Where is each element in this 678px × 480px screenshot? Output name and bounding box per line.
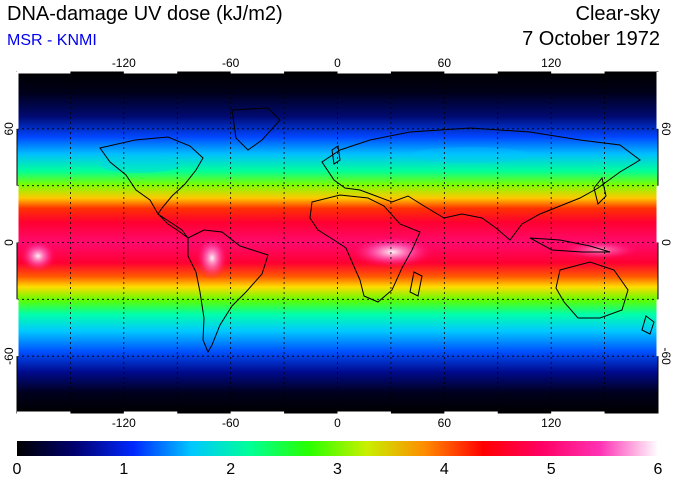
colorbar-labels: 0 1 2 3 4 5 6 <box>13 461 663 478</box>
lat-label: 0 <box>659 239 673 246</box>
lon-labels-top: -120 -60 0 60 120 <box>112 56 562 70</box>
lat-label: -60 <box>659 347 673 365</box>
japan-coast <box>593 176 607 205</box>
lon-label: 0 <box>334 416 341 430</box>
lon-label: 0 <box>334 56 341 70</box>
uv-hotspots <box>20 147 640 280</box>
source-label: MSR - KNMI <box>7 32 97 49</box>
greenland-coast <box>231 107 281 151</box>
south-america-coast <box>187 229 269 354</box>
lat-label: 0 <box>2 239 16 246</box>
colorbar-tick-label: 0 <box>13 461 22 478</box>
colorbar-tick-label: 1 <box>119 461 128 478</box>
graticule <box>17 72 658 413</box>
lat-label: 60 <box>659 122 673 136</box>
north-america-coast <box>99 136 204 239</box>
date-label: 7 October 1972 <box>522 28 660 50</box>
colorbar-tick-label: 5 <box>547 461 556 478</box>
lon-label: -120 <box>112 56 136 70</box>
australia-coast <box>555 261 629 319</box>
colorbar <box>17 441 658 456</box>
lon-label: -120 <box>112 416 136 430</box>
africa-coast <box>309 194 421 303</box>
lon-label: 120 <box>541 56 561 70</box>
indonesia-coast <box>529 237 611 253</box>
uk-coast <box>331 145 341 165</box>
lat-labels-right: 60 0 -60 <box>659 122 673 365</box>
lon-label: -60 <box>222 56 240 70</box>
colorbar-tick-label: 6 <box>654 461 663 478</box>
madagascar-coast <box>409 271 423 297</box>
lat-label: -60 <box>2 347 16 365</box>
map-title: DNA-damage UV dose (kJ/m2) <box>7 3 283 25</box>
lat-labels-left: 60 0 -60 <box>2 122 16 365</box>
lon-labels-bottom: -120 -60 0 60 120 <box>112 416 562 430</box>
lat-label: 60 <box>2 122 16 136</box>
frame-ticks <box>15 70 660 415</box>
lon-label: 120 <box>541 416 561 430</box>
lon-label: -60 <box>222 416 240 430</box>
eurasia-coast <box>321 127 641 241</box>
colorbar-tick-label: 2 <box>226 461 235 478</box>
colorbar-tick-label: 4 <box>440 461 449 478</box>
lon-label: 60 <box>438 416 452 430</box>
colorbar-tick-label: 3 <box>333 461 342 478</box>
new-zealand-coast <box>641 315 655 335</box>
lon-label: 60 <box>438 56 452 70</box>
sky-condition-label: Clear-sky <box>575 3 660 25</box>
coastlines <box>99 107 655 354</box>
